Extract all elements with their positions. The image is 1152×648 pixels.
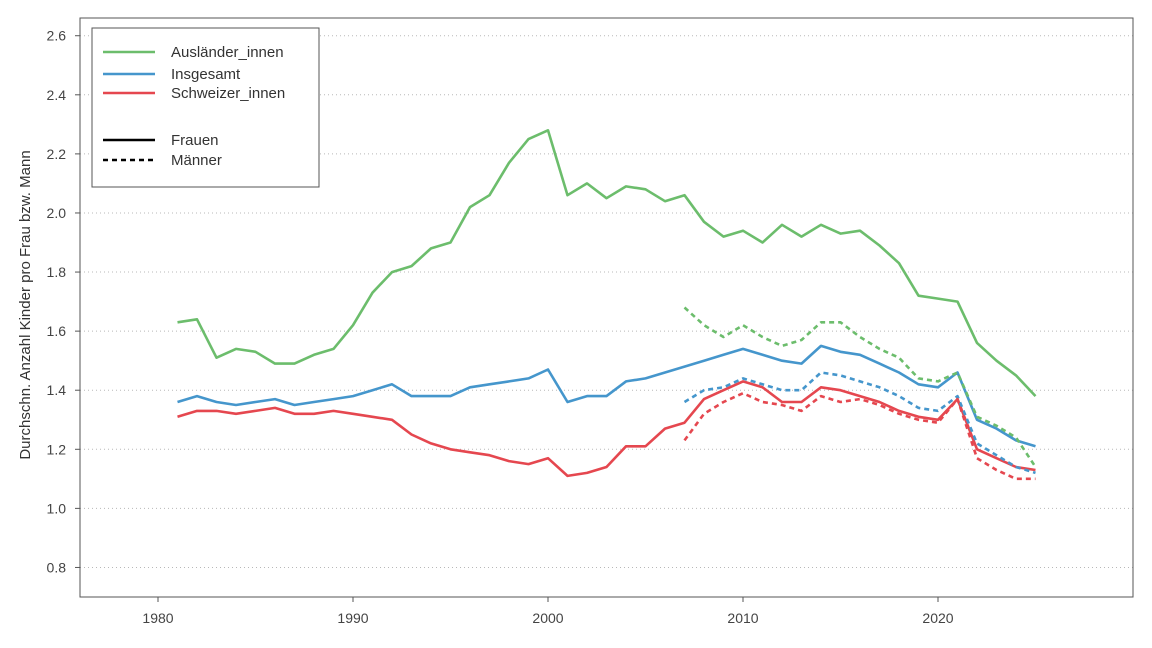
legend-box <box>91 27 320 188</box>
y-axis-title: Durchschn. Anzahl Kinder pro Frau bzw. M… <box>17 150 34 459</box>
y-tick-label: 2.0 <box>47 205 67 221</box>
y-tick-label: 1.0 <box>47 500 67 516</box>
x-tick-label: 2020 <box>922 610 953 626</box>
legend-label-insgesamt: Insgesamt <box>171 66 241 83</box>
series-line-schweizerinnen-frauen <box>177 380 1036 478</box>
series-line-auslnderinnen-maenner <box>683 306 1037 468</box>
y-tick-label: 1.6 <box>47 323 67 339</box>
y-tick-label: 2.2 <box>47 146 67 162</box>
legend-label-schweizer: Schweizer_innen <box>171 85 285 102</box>
y-tick-label: 1.8 <box>47 264 67 280</box>
series-line-insgesamt-maenner <box>683 371 1036 475</box>
y-tick-label: 0.8 <box>47 559 67 575</box>
legend-label-auslaender: Ausländer_innen <box>171 44 284 61</box>
plot-frame <box>79 17 1134 598</box>
y-tick-label: 2.4 <box>47 87 67 103</box>
legend: Ausländer_innen Insgesamt Schweizer_inne… <box>91 27 320 188</box>
x-tick-label: 2000 <box>532 610 563 626</box>
y-tick-label: 2.6 <box>47 28 67 44</box>
y-tick-label: 1.4 <box>47 382 67 398</box>
y-axis-ticks: 0.8 1.0 1.2 1.4 1.6 1.8 2.0 2.2 2.4 2.6 <box>47 28 80 575</box>
y-tick-label: 1.2 <box>47 441 67 457</box>
legend-label-frauen: Frauen <box>171 132 219 149</box>
series-lines <box>177 129 1037 481</box>
series-line-insgesamt-frauen <box>177 344 1036 448</box>
x-tick-label: 2010 <box>727 610 758 626</box>
x-tick-label: 1980 <box>142 610 173 626</box>
series-line-auslnderinnen-frauen <box>177 129 1037 397</box>
legend-label-maenner: Männer <box>171 152 222 169</box>
x-tick-label: 1990 <box>337 610 368 626</box>
x-axis-ticks: 1980 1990 2000 2010 2020 <box>142 597 954 626</box>
